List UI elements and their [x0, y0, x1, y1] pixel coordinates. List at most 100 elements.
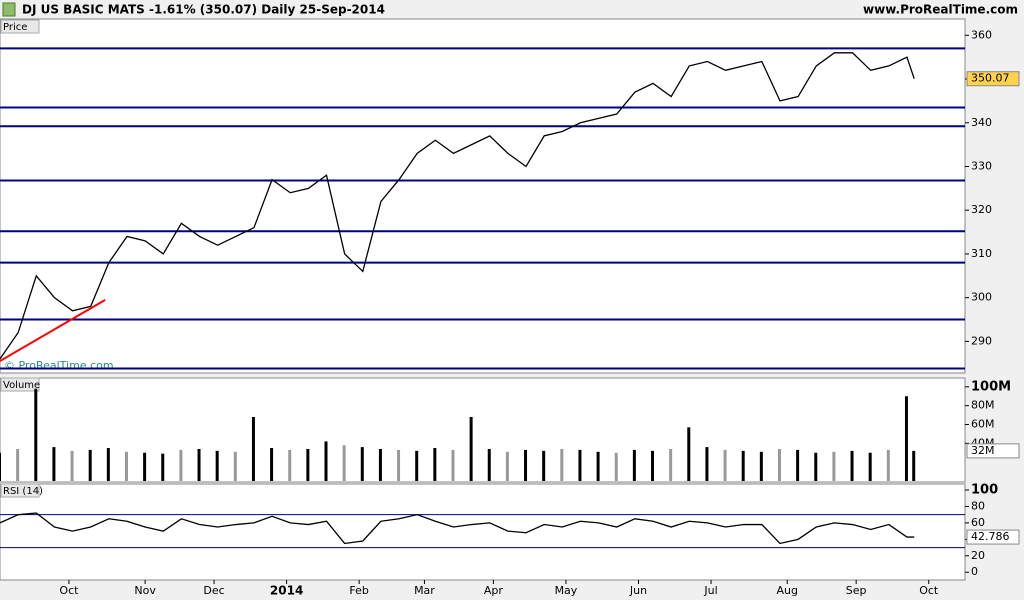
volume-bar [912, 450, 916, 481]
chart-title: DJ US BASIC MATS -1.61% (350.07) Daily 2… [22, 3, 385, 17]
trendline [0, 298, 106, 362]
x-tick-label: Mar [414, 584, 435, 597]
volume-bar [451, 449, 455, 481]
pane-label: RSI (14) [3, 486, 43, 497]
series-line [0, 52, 915, 360]
volume-bar [542, 450, 546, 481]
volume-bar [433, 448, 437, 481]
volume-bar [306, 448, 310, 481]
app-icon [2, 2, 16, 17]
x-tick-label: Feb [349, 584, 368, 597]
volume-bar [143, 452, 147, 481]
x-tick-label: Nov [134, 584, 156, 597]
y-tick-label: 310 [971, 247, 992, 260]
volume-bar [124, 451, 128, 481]
x-tick-label: 2014 [270, 584, 303, 598]
volume-bar [723, 449, 727, 481]
x-tick-label: Aug [776, 584, 797, 597]
volume-bar [614, 452, 618, 481]
volume-bar [360, 447, 364, 481]
volume-bar [161, 453, 165, 481]
volume-bar [215, 450, 219, 481]
pane-label: Volume [3, 380, 40, 391]
last-value-box [966, 71, 1020, 87]
volume-bar [741, 450, 745, 481]
pane-label-box [0, 483, 40, 498]
rsi-pane [0, 483, 966, 581]
volume-bar [415, 450, 419, 481]
volume-bar [524, 449, 528, 481]
volume-bar [505, 451, 509, 481]
pane-label: Price [3, 22, 27, 33]
volume-bar [270, 448, 274, 481]
y-tick-label: 60M [971, 417, 995, 430]
x-tick-label: Oct [919, 584, 939, 597]
volume-bar [179, 449, 183, 481]
volume-bar [868, 452, 872, 481]
y-tick-label: 290 [971, 334, 992, 347]
volume-bar [106, 448, 110, 481]
volume-bar [378, 448, 382, 481]
volume-bar [52, 447, 56, 481]
volume-pane [0, 377, 966, 483]
volume-bar [0, 452, 1, 481]
volume-bar [34, 388, 38, 481]
price-pane [0, 18, 966, 374]
x-tick-label: Jun [629, 584, 647, 597]
volume-bar [397, 449, 401, 481]
y-tick-label: 100M [971, 379, 1011, 394]
y-tick-label: 0 [971, 565, 978, 578]
x-tick-label: May [555, 584, 578, 597]
x-tick-label: Sep [846, 584, 867, 597]
x-tick-label: Oct [59, 584, 79, 597]
volume-bar [324, 441, 328, 481]
volume-bar [796, 449, 800, 481]
volume-bar [233, 451, 237, 481]
volume-bar [342, 445, 346, 481]
volume-bar [578, 449, 582, 481]
pane-label-box [0, 19, 40, 34]
volume-bar [632, 449, 636, 481]
volume-bar [560, 448, 564, 481]
volume-bar [759, 451, 763, 481]
volume-bar [832, 451, 836, 481]
x-tick-label: Apr [484, 584, 504, 597]
y-tick-label: 80M [971, 399, 995, 412]
volume-bar [288, 449, 292, 481]
y-tick-label: 100 [971, 483, 998, 498]
last-value-box [966, 443, 1020, 459]
volume-bar [197, 448, 201, 481]
y-tick-label: 80 [971, 499, 985, 512]
volume-bar [469, 416, 473, 481]
last-value-box [966, 529, 1020, 545]
volume-bar [886, 449, 890, 481]
volume-bar [596, 451, 600, 481]
volume-bar [850, 450, 854, 481]
y-tick-label: 360 [971, 28, 992, 41]
volume-bar [251, 416, 255, 481]
y-tick-label: 60 [971, 516, 985, 529]
volume-bar [777, 448, 781, 481]
volume-bar [487, 448, 491, 481]
last-value-label: 32M [971, 444, 995, 457]
volume-bar [705, 447, 709, 481]
x-tick-label: Jul [703, 584, 717, 597]
y-tick-label: 300 [971, 291, 992, 304]
series-line [0, 512, 915, 545]
volume-bar [687, 427, 691, 481]
volume-bar [669, 448, 673, 481]
x-tick-label: Dec [203, 584, 224, 597]
y-tick-label: 20 [971, 549, 985, 562]
last-value-label: 42.786 [971, 530, 1010, 543]
volume-bar [88, 449, 92, 481]
volume-bar [16, 448, 20, 481]
watermark: © ProRealTime.com [4, 359, 114, 372]
pane-label-box [0, 377, 40, 392]
volume-bar [814, 452, 818, 481]
last-value-label: 350.07 [971, 72, 1010, 85]
y-tick-label: 330 [971, 159, 992, 172]
volume-bar [70, 450, 74, 481]
y-tick-label: 340 [971, 116, 992, 129]
